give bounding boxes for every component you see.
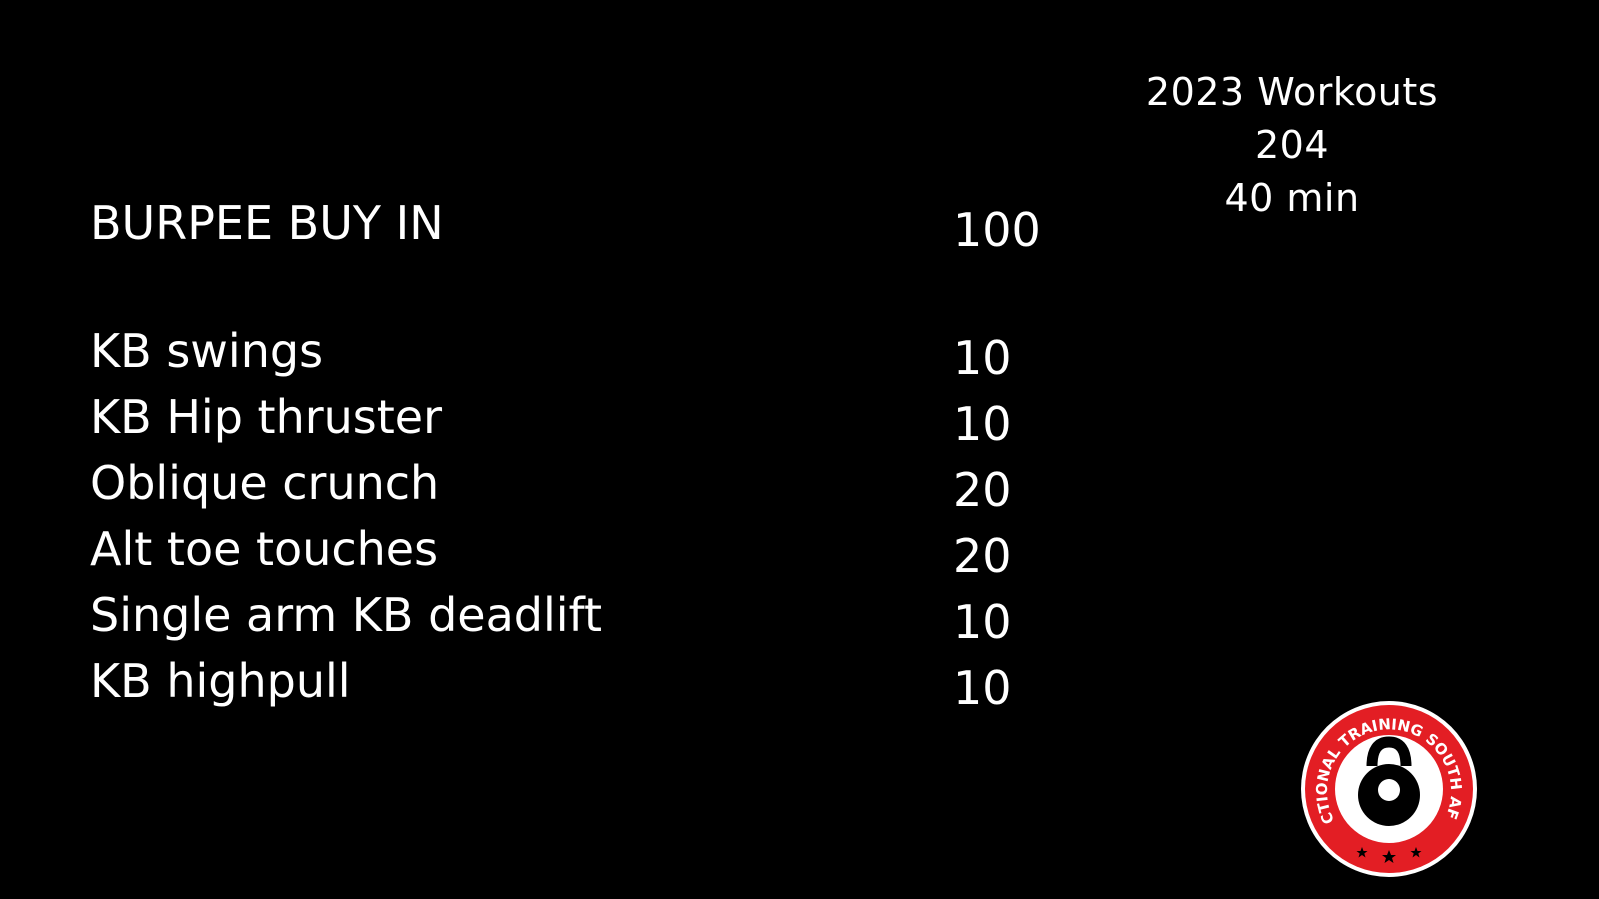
- exercise-reps: 10: [953, 397, 1012, 451]
- buy-in-name: BURPEE BUY IN: [90, 196, 444, 250]
- exercise-reps: 20: [953, 463, 1012, 517]
- exercise-reps: 10: [953, 595, 1012, 649]
- workout-number: 204: [1254, 123, 1330, 167]
- kettlebell-icon: [1358, 736, 1420, 826]
- workout-duration: 40 min: [1224, 176, 1360, 220]
- exercise-name: KB Hip thruster: [90, 390, 443, 444]
- exercise-reps: 20: [953, 529, 1012, 583]
- exercise-name: Single arm KB deadlift: [90, 588, 602, 642]
- exercise-name: Alt toe touches: [90, 522, 439, 576]
- star-icon: [1356, 847, 1368, 858]
- star-icon: [1382, 850, 1396, 863]
- exercise-name: KB swings: [90, 324, 324, 378]
- exercise-reps: 10: [953, 661, 1012, 715]
- logo-stars: [1356, 847, 1422, 863]
- exercise-reps: 10: [953, 331, 1012, 385]
- exercise-name: KB highpull: [90, 654, 351, 708]
- star-icon: [1410, 847, 1422, 858]
- workout-header: 2023 Workouts 204 40 min: [1092, 66, 1492, 225]
- functional-training-logo: FUNCTIONAL TRAINING SOUTH AFRICA: [1300, 700, 1477, 877]
- workout-title: 2023 Workouts: [1145, 70, 1439, 114]
- exercise-name: Oblique crunch: [90, 456, 440, 510]
- buy-in-reps: 100: [953, 203, 1041, 257]
